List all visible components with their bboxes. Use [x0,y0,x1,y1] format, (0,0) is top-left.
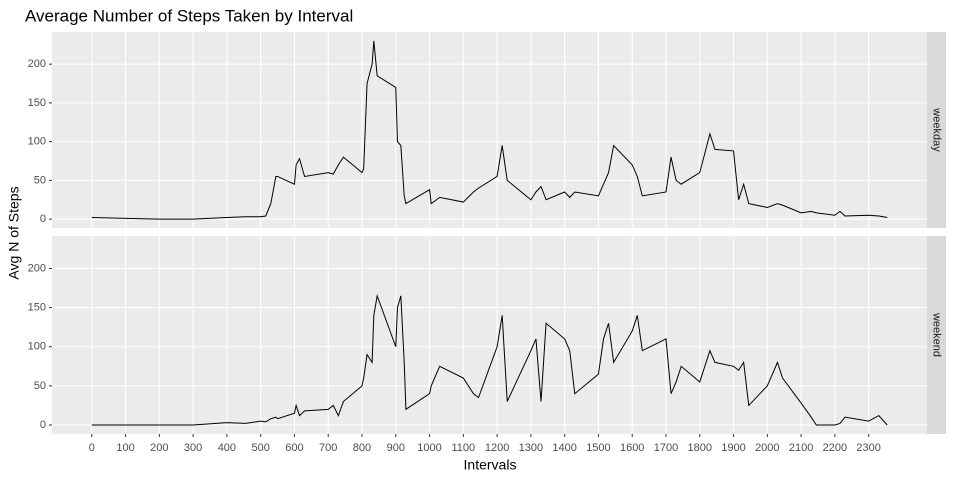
x-tick-label: 2200 [823,442,847,454]
y-tick-label: 200 [28,262,46,274]
x-tick-label: 1400 [552,442,576,454]
x-tick-label: 1500 [586,442,610,454]
series-line [91,40,888,220]
x-tick-label: 100 [116,442,134,454]
facet-label: weekend [931,312,943,357]
facet-strip [927,236,946,434]
y-tick-label: 100 [28,136,46,148]
y-tick-label: 0 [40,419,46,431]
x-tick-label: 1200 [485,442,509,454]
x-tick-label: 1600 [620,442,644,454]
panel-background [52,32,927,228]
y-tick-label: 100 [28,341,46,353]
x-tick-label: 1800 [688,442,712,454]
facet-strip [927,32,946,228]
x-tick-label: 900 [387,442,405,454]
y-tick-label: 200 [28,58,46,70]
x-tick-label: 1900 [721,442,745,454]
x-tick-label: 400 [218,442,236,454]
x-tick-label: 2300 [856,442,880,454]
x-tick-label: 1100 [451,442,475,454]
y-tick-label: 50 [34,174,46,186]
chart-title: Average Number of Steps Taken by Interva… [25,6,353,25]
x-tick-label: 300 [184,442,202,454]
x-tick-label: 800 [353,442,371,454]
x-tick-label: 0 [89,442,95,454]
x-tick-label: 2000 [755,442,779,454]
y-tick-label: 150 [28,97,46,109]
x-tick-label: 200 [150,442,168,454]
x-tick-label: 1700 [654,442,678,454]
x-axis-label: Intervals [464,457,517,473]
y-axis-label: Avg N of Steps [6,186,22,279]
series-line [91,293,888,426]
panel-background [52,236,927,434]
facet-label: weekday [931,107,943,152]
x-tick-label: 1300 [519,442,543,454]
x-tick-label: 1000 [417,442,441,454]
y-tick-label: 150 [28,302,46,314]
x-tick-label: 500 [251,442,269,454]
x-tick-label: 700 [319,442,337,454]
x-tick-label: 600 [285,442,303,454]
y-tick-label: 50 [34,380,46,392]
x-tick-label: 2100 [789,442,813,454]
y-tick-label: 0 [40,213,46,225]
